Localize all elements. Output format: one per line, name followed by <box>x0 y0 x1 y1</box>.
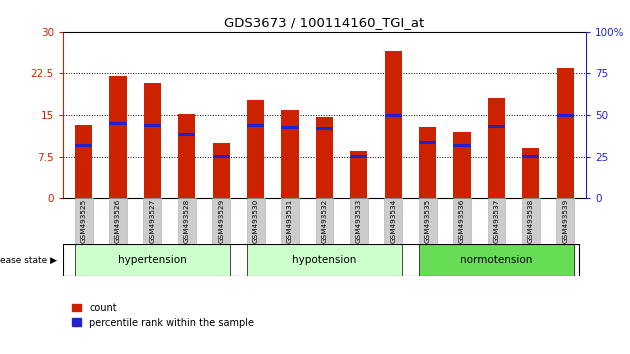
Bar <box>557 68 574 198</box>
Text: disease state ▶: disease state ▶ <box>0 256 57 265</box>
Bar <box>178 198 196 244</box>
Text: GSM493531: GSM493531 <box>287 199 293 244</box>
Bar <box>144 83 161 198</box>
Text: hypotension: hypotension <box>292 255 357 265</box>
Bar <box>144 124 161 127</box>
Bar <box>488 98 505 198</box>
Bar <box>557 114 574 116</box>
Bar <box>281 198 299 244</box>
Text: GSM493535: GSM493535 <box>425 199 431 244</box>
Text: GSM493526: GSM493526 <box>115 199 121 244</box>
Bar <box>247 198 265 244</box>
Bar <box>109 198 127 244</box>
Text: normotension: normotension <box>461 255 532 265</box>
Bar <box>316 117 333 198</box>
Bar <box>419 244 574 276</box>
Bar <box>385 114 402 116</box>
Bar <box>454 132 471 198</box>
Bar <box>212 198 230 244</box>
Bar <box>522 155 539 158</box>
Bar <box>282 109 299 198</box>
Bar <box>384 198 402 244</box>
Bar <box>419 127 436 198</box>
Text: GSM493534: GSM493534 <box>390 199 396 244</box>
Bar <box>110 76 127 198</box>
Bar <box>178 133 195 136</box>
Text: GSM493536: GSM493536 <box>459 199 465 244</box>
Text: GSM493525: GSM493525 <box>81 199 87 244</box>
Text: GSM493537: GSM493537 <box>493 199 500 244</box>
Bar <box>213 155 230 158</box>
Bar <box>75 244 230 276</box>
Text: GSM493533: GSM493533 <box>356 199 362 244</box>
Title: GDS3673 / 100114160_TGI_at: GDS3673 / 100114160_TGI_at <box>224 16 425 29</box>
Bar <box>522 198 540 244</box>
Bar <box>350 198 368 244</box>
Bar <box>350 151 367 198</box>
Text: hypertension: hypertension <box>118 255 187 265</box>
Text: GSM493527: GSM493527 <box>149 199 156 244</box>
Bar <box>522 148 539 198</box>
Bar <box>350 155 367 158</box>
Bar <box>316 127 333 130</box>
Bar <box>419 198 437 244</box>
Bar <box>282 126 299 129</box>
Bar <box>488 198 505 244</box>
Bar <box>247 244 402 276</box>
Bar <box>453 198 471 244</box>
Bar <box>247 124 264 127</box>
Text: GSM493529: GSM493529 <box>218 199 224 244</box>
Text: GSM493530: GSM493530 <box>253 199 259 244</box>
Bar <box>144 198 161 244</box>
Bar <box>247 99 264 198</box>
Bar <box>556 198 574 244</box>
Text: GSM493539: GSM493539 <box>562 199 568 244</box>
Text: GSM493528: GSM493528 <box>184 199 190 244</box>
Bar <box>488 125 505 128</box>
Text: GSM493532: GSM493532 <box>321 199 328 244</box>
Bar <box>419 141 436 144</box>
Bar <box>110 122 127 125</box>
Bar <box>385 51 402 198</box>
Bar <box>75 125 92 198</box>
Bar <box>316 198 333 244</box>
Bar <box>178 114 195 198</box>
Bar <box>75 198 93 244</box>
Text: GSM493538: GSM493538 <box>528 199 534 244</box>
Legend: count, percentile rank within the sample: count, percentile rank within the sample <box>68 299 258 331</box>
Bar <box>213 143 230 198</box>
Bar <box>75 144 92 147</box>
Bar <box>454 144 471 147</box>
